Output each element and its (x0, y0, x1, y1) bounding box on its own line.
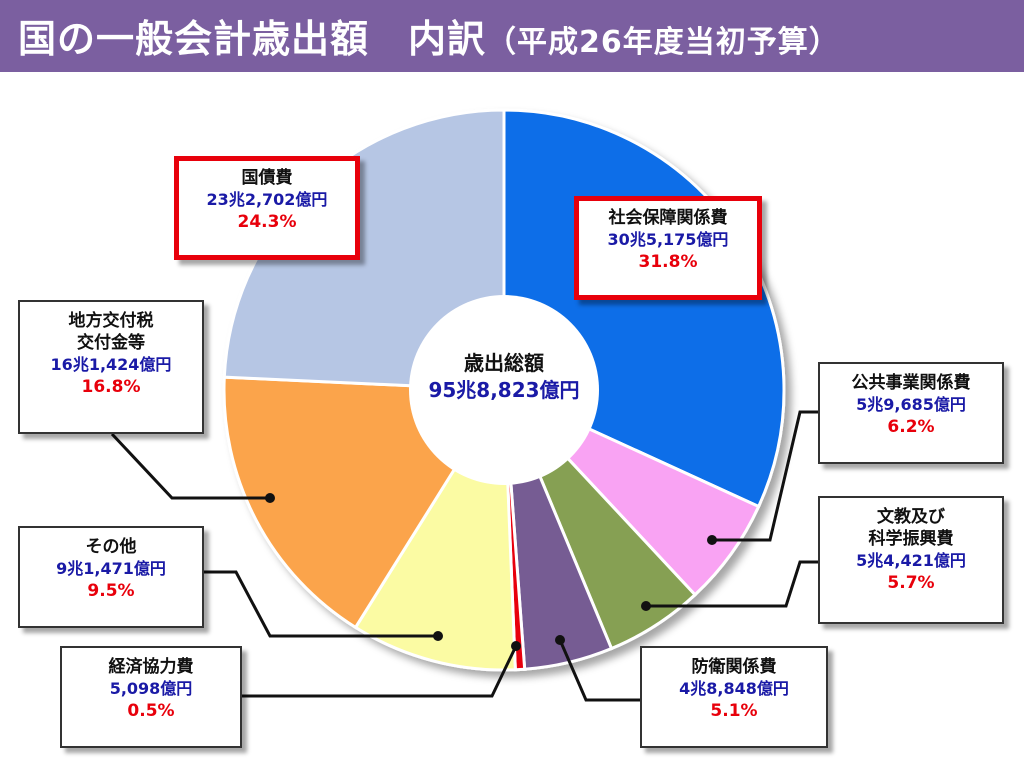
leader-dot-public-works (707, 535, 717, 545)
leader-line-defense (558, 639, 640, 702)
center-total-label: 歳出総額 95兆8,823億円 (404, 350, 604, 404)
data-label-name: 交付金等 (77, 333, 145, 353)
leader-line-local-allocation-tax (110, 432, 270, 500)
data-label-name: 国債費 (241, 168, 293, 188)
callout-defense: 防衛関係費 4兆8,848億円 5.1% (640, 646, 828, 748)
data-label-name: 社会保障関係費 (608, 208, 728, 228)
page-title: 国の一般会計歳出額 内訳（平成26年度当初予算） (18, 8, 840, 63)
data-label-amount: 9兆1,471億円 (56, 559, 166, 578)
data-label-name: その他 (85, 537, 137, 557)
data-label-name: 地方交付税 (68, 311, 154, 331)
title-subtitle: （平成26年度当初予算） (486, 25, 840, 60)
leader-line-public-works (712, 410, 818, 542)
data-label-percent: 5.7% (887, 573, 935, 593)
callout-economic-cooperation: 経済協力費 5,098億円 0.5% (60, 646, 242, 748)
data-label-name: 科学振興費 (868, 529, 954, 549)
donut-hole (409, 295, 599, 485)
data-label-percent: 9.5% (87, 581, 135, 601)
center-total-amount: 95兆8,823億円 (428, 378, 580, 402)
data-label-percent: 31.8% (638, 252, 698, 272)
data-label-percent: 6.2% (887, 417, 935, 437)
leader-line-economic-cooperation (242, 645, 518, 698)
data-label-amount: 4兆8,848億円 (679, 679, 789, 698)
leader-line-other (204, 570, 438, 638)
callout-education-science: 文教及び 科学振興費 5兆4,421億円 5.7% (818, 496, 1004, 624)
data-label-amount: 5兆4,421億円 (856, 551, 966, 570)
callout-public-works: 公共事業関係費 5兆9,685億円 6.2% (818, 362, 1004, 464)
data-label-percent: 5.1% (710, 701, 758, 721)
leader-dot-education-science (641, 601, 651, 611)
data-label-name: 経済協力費 (108, 657, 194, 677)
callout-national-debt: 国債費 23兆2,702億円 24.3% (174, 156, 360, 260)
title-main: 国の一般会計歳出額 内訳 (18, 17, 487, 61)
callout-other: その他 9兆1,471億円 9.5% (18, 526, 204, 628)
title-bar: 国の一般会計歳出額 内訳（平成26年度当初予算） (0, 0, 1024, 72)
leader-dot-defense (555, 635, 565, 645)
data-label-percent: 24.3% (237, 212, 297, 232)
data-label-percent: 16.8% (81, 377, 141, 397)
leader-lines (110, 410, 818, 702)
leader-dot-local-allocation-tax (265, 493, 275, 503)
data-label-amount: 5兆9,685億円 (856, 395, 966, 414)
data-label-name: 公共事業関係費 (851, 373, 971, 393)
data-label-percent: 0.5% (127, 701, 175, 721)
data-label-amount: 16兆1,424億円 (50, 355, 172, 374)
leader-line-education-science (646, 560, 818, 608)
callout-local-allocation-tax: 地方交付税 交付金等 16兆1,424億円 16.8% (18, 300, 204, 434)
leader-dot-other (433, 631, 443, 641)
data-label-amount: 5,098億円 (109, 679, 193, 698)
data-label-name: 文教及び (877, 507, 945, 527)
center-total-name: 歳出総額 (464, 351, 544, 375)
leader-dot-economic-cooperation (511, 641, 521, 651)
data-label-amount: 23兆2,702億円 (206, 190, 328, 209)
data-label-amount: 30兆5,175億円 (607, 230, 729, 249)
data-label-name: 防衛関係費 (691, 657, 777, 677)
callout-social-security: 社会保障関係費 30兆5,175億円 31.8% (574, 196, 762, 300)
